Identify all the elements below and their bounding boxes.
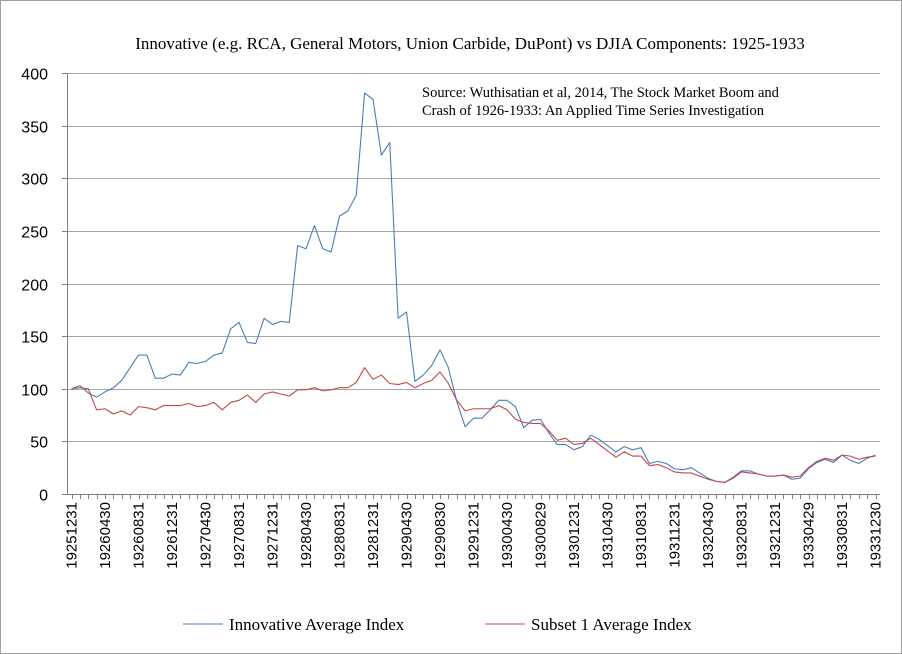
x-tick-label: 19290430 [399, 502, 416, 569]
y-tick-label: 0 [39, 488, 48, 505]
x-tick-label: 19320831 [734, 502, 751, 569]
x-tick-label: 19301231 [566, 502, 583, 569]
y-tick-label: 350 [21, 120, 48, 137]
x-tick-label: 19330429 [801, 502, 818, 569]
x-tick-label: 19320430 [700, 502, 717, 569]
x-tick-label: 19280430 [298, 502, 315, 569]
x-axis-ticks: 19251231 19260430 19260831 19261231 19270430… [64, 494, 885, 569]
x-tick-label: 19311231 [667, 502, 684, 568]
series-line-subset1 [71, 367, 876, 483]
y-tick-label: 250 [21, 225, 48, 242]
x-tick-label: 19271231 [265, 502, 282, 569]
x-tick-label: 19260831 [131, 502, 148, 569]
legend-label-subset1: Subset 1 Average Index [531, 615, 692, 634]
source-annotation-line-1: Source: Wuthisatian et al, 2014, The Sto… [422, 85, 780, 101]
legend-label-innovative: Innovative Average Index [229, 615, 405, 634]
x-tick-label: 19300829 [533, 502, 550, 569]
series-line-innovative [71, 92, 876, 483]
x-tick-label: 19300430 [499, 502, 516, 569]
x-tick-label: 19310430 [600, 502, 617, 569]
y-tick-label: 300 [21, 172, 48, 189]
x-tick-label: 19281231 [365, 502, 382, 569]
x-tick-label: 19291231 [466, 502, 483, 569]
series-lines [71, 92, 876, 483]
x-tick-label: 19330831 [834, 502, 851, 569]
legend: Innovative Average Index Subset 1 Averag… [183, 615, 692, 634]
gridlines [67, 73, 880, 495]
y-tick-label: 50 [30, 435, 48, 452]
x-tick-label: 19270831 [231, 502, 248, 569]
x-tick-label: 19251231 [64, 502, 81, 569]
y-tick-label: 100 [21, 383, 48, 400]
y-tick-label: 150 [21, 330, 48, 347]
y-tick-label: 400 [21, 67, 48, 84]
x-tick-label: 19290830 [432, 502, 449, 569]
chart-title: Innovative (e.g. RCA, General Motors, Un… [135, 34, 805, 53]
y-axis-ticks: 0 50 100 150 200 250 300 350 400 [21, 67, 67, 505]
x-tick-label: 19280831 [332, 502, 349, 569]
x-tick-label: 19331230 [868, 502, 885, 569]
x-tick-label: 19321231 [767, 502, 784, 569]
x-tick-label: 19310831 [633, 502, 650, 569]
x-tick-label: 19260430 [97, 502, 114, 569]
source-annotation-line-2: Crash of 1926-1933: An Applied Time Seri… [422, 103, 765, 119]
x-tick-label: 19270430 [198, 502, 215, 569]
x-tick-label: 19261231 [164, 502, 181, 569]
y-tick-label: 200 [21, 278, 48, 295]
